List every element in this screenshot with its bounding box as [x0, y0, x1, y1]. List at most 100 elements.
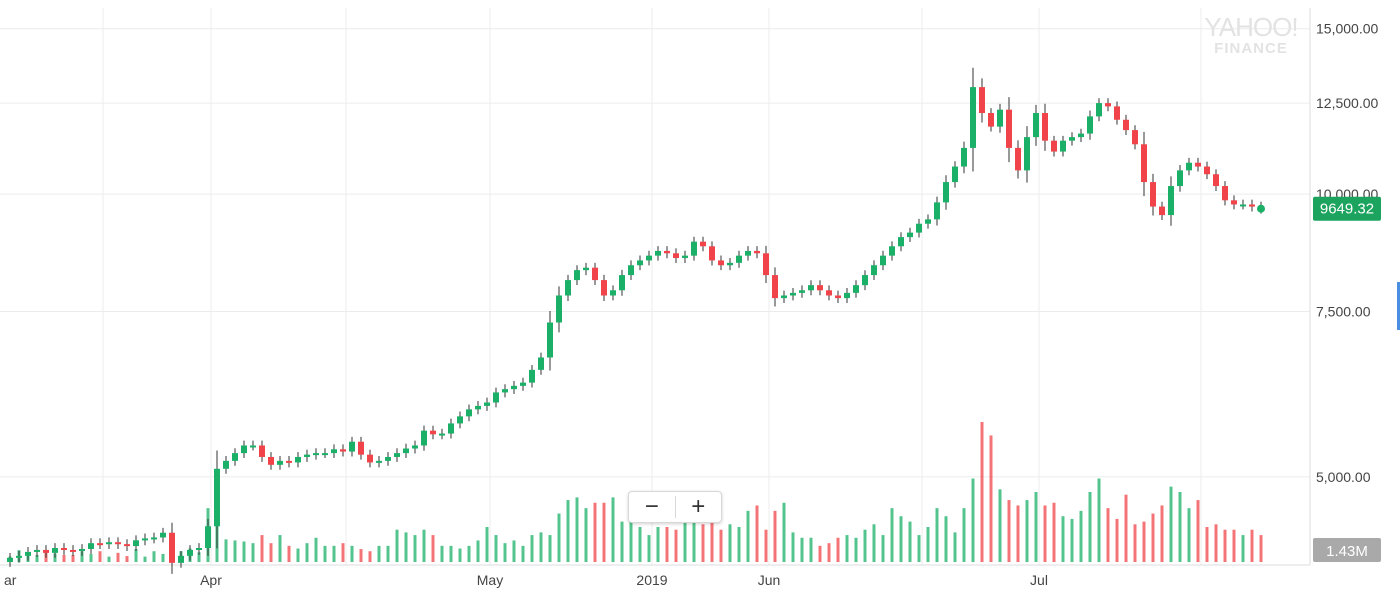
volume-bar: [647, 535, 651, 562]
candle-body: [826, 290, 832, 296]
candle-body: [25, 551, 31, 556]
zoom-divider: [674, 496, 676, 518]
volume-bar: [242, 541, 246, 562]
candle-body: [439, 433, 445, 436]
volume-bar: [980, 422, 984, 562]
volume-bar: [440, 545, 444, 562]
candle-body: [277, 460, 283, 465]
candle-body: [1042, 113, 1048, 141]
y-tick-label: 15,000.00: [1316, 21, 1378, 37]
candle-body: [430, 430, 436, 435]
candle-body: [1024, 137, 1030, 171]
candle-body: [466, 409, 472, 417]
volume-bar: [422, 529, 426, 562]
volume-bar: [557, 513, 561, 562]
volume-bar: [1259, 535, 1263, 562]
candle-body: [1051, 140, 1057, 152]
candle-body: [772, 275, 778, 299]
candle-body: [1204, 166, 1210, 175]
candle-body: [961, 147, 967, 167]
zoom-in-button[interactable]: +: [691, 493, 706, 520]
candle-body: [583, 267, 589, 271]
candle-body: [322, 453, 328, 456]
candle-body: [502, 389, 508, 393]
candle-body: [1096, 103, 1102, 117]
candle-body: [169, 532, 175, 563]
volume-bar: [539, 532, 543, 562]
volume-bar: [1187, 508, 1191, 562]
side-panel-handle[interactable]: [1397, 282, 1400, 330]
volume-bar: [1214, 524, 1218, 562]
zoom-out-button[interactable]: −: [644, 493, 659, 520]
candle-body: [133, 540, 139, 547]
volume-bar: [224, 539, 228, 562]
volume-bar: [782, 502, 786, 562]
volume-bar: [629, 508, 633, 562]
candle-body: [817, 285, 823, 291]
volume-bar: [143, 556, 147, 562]
volume-bar: [1205, 527, 1209, 562]
volume-bar: [332, 545, 336, 562]
candle-body: [295, 456, 301, 463]
y-axis: 15,000.0012,500.0010,000.007,500.005,000…: [1313, 21, 1381, 562]
candle-body: [610, 290, 616, 296]
candle-body: [880, 255, 886, 266]
volume-bar: [863, 529, 867, 562]
current-price-badge: [1313, 196, 1381, 221]
last-price-dot: [1257, 204, 1265, 213]
candle-body: [763, 253, 769, 276]
volume-bar: [314, 537, 318, 562]
volume-bar: [602, 502, 606, 562]
candle-body: [205, 526, 211, 548]
candle-body: [1105, 103, 1111, 107]
volume-bar: [449, 545, 453, 562]
volume-bar: [818, 545, 822, 562]
volume-bar: [719, 529, 723, 562]
candle-body: [934, 202, 940, 220]
candle-body: [637, 260, 643, 266]
candle-body: [1222, 186, 1228, 201]
volume-bar: [620, 521, 624, 562]
volume-bar: [989, 435, 993, 562]
volume-bar: [737, 527, 741, 562]
candle-body: [808, 285, 814, 291]
volume-bar: [1043, 505, 1047, 562]
volume-bar: [1034, 492, 1038, 562]
candle-body: [511, 385, 517, 390]
volume-bar: [494, 535, 498, 562]
volume-bar: [1151, 513, 1155, 562]
candle-body: [1195, 162, 1201, 167]
candle-body: [142, 538, 148, 541]
volume-bar: [260, 535, 264, 562]
candle-body: [853, 285, 859, 293]
volume-label: 1.43M: [1326, 543, 1368, 560]
volume-bar: [692, 513, 696, 562]
candle-body: [736, 255, 742, 263]
candle-body: [700, 241, 706, 247]
candle-body: [871, 265, 877, 276]
candle-body: [1141, 144, 1147, 183]
volume-bar: [386, 545, 390, 562]
volume-bar: [1232, 529, 1236, 562]
candle-body: [619, 275, 625, 291]
volume-bar: [1016, 505, 1020, 562]
candle-body: [52, 548, 58, 553]
x-tick-label: 2019: [636, 572, 667, 588]
candle-body: [484, 402, 490, 406]
volume-bar: [926, 527, 930, 562]
volume-bar: [746, 510, 750, 562]
candle-body: [493, 392, 499, 403]
volume-bar: [125, 556, 129, 562]
candle-body: [646, 255, 652, 261]
volume-bar: [854, 537, 858, 562]
candle-body: [61, 548, 67, 550]
volume-bar: [836, 537, 840, 562]
volume-bar: [467, 545, 471, 562]
x-tick-label: Jun: [758, 572, 781, 588]
watermark-line2: FINANCE: [1214, 40, 1288, 57]
volume-bar: [341, 543, 345, 562]
candle-body: [655, 250, 661, 256]
volume-bar: [116, 552, 120, 562]
volume-bar: [512, 540, 516, 562]
candle-body: [124, 544, 130, 547]
